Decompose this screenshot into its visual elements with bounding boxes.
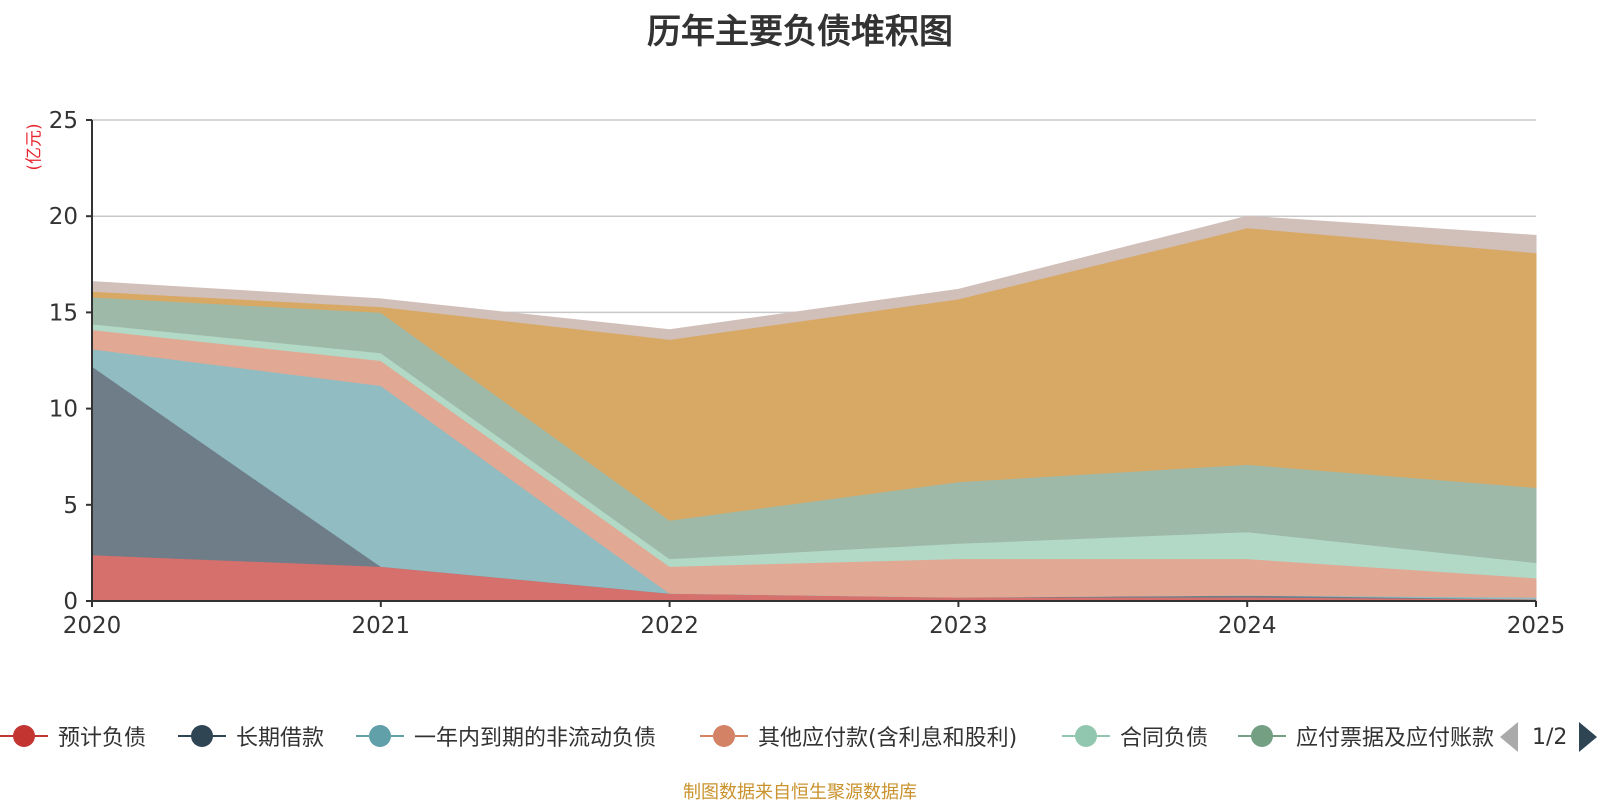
y-tick-label: 25	[49, 108, 78, 134]
legend: 预计负债 长期借款 一年内到期的非流动负债 其他应付款(含利息和股利) 合同负债 应付票据…	[0, 718, 1500, 754]
legend-marker-icon	[178, 724, 226, 748]
y-tick-label: 10	[49, 397, 78, 423]
legend-item[interactable]: 长期借款	[178, 718, 324, 754]
legend-marker-icon	[700, 724, 748, 748]
legend-label: 预计负债	[58, 726, 147, 751]
legend-label: 应付票据及应付账款	[1296, 726, 1495, 751]
legend-pager: 1/2	[1500, 719, 1598, 755]
legend-marker-icon	[356, 724, 404, 748]
legend-marker-icon	[1062, 724, 1110, 748]
x-tick-label: 2023	[929, 613, 988, 639]
x-tick-label: 2020	[63, 613, 122, 639]
area-series-7	[91, 215, 1537, 340]
chart-title: 历年主要负债堆积图	[647, 12, 953, 52]
x-tick-label: 2021	[352, 613, 411, 639]
data-source-note: 制图数据来自恒生聚源数据库	[683, 782, 917, 803]
legend-item[interactable]: 其他应付款(含利息和股利)	[700, 718, 1017, 754]
legend-prev-page-icon[interactable]	[1500, 722, 1518, 752]
legend-marker-icon	[0, 724, 48, 748]
legend-label: 长期借款	[236, 726, 325, 751]
y-tick-label: 0	[63, 589, 78, 615]
legend-item[interactable]: 一年内到期的非流动负债	[356, 718, 656, 754]
legend-next-page-icon[interactable]	[1579, 722, 1598, 752]
area-series-layer	[91, 215, 1537, 602]
legend-page-indicator: 1/2	[1532, 724, 1568, 750]
legend-label: 其他应付款(含利息和股利)	[758, 726, 1018, 751]
x-tick-label: 2022	[640, 613, 699, 639]
x-tick-label: 2024	[1218, 613, 1277, 639]
legend-label: 一年内到期的非流动负债	[414, 726, 657, 751]
y-tick-label: 20	[49, 204, 78, 230]
y-tick-label: 5	[63, 493, 78, 519]
legend-item[interactable]: 合同负债	[1062, 718, 1208, 754]
legend-item[interactable]: 应付票据及应付账款	[1238, 718, 1494, 754]
legend-item[interactable]: 预计负债	[0, 718, 146, 754]
y-tick-label: 15	[49, 300, 78, 326]
x-tick-label: 2025	[1507, 613, 1566, 639]
legend-label: 合同负债	[1120, 726, 1209, 751]
legend-marker-icon	[1238, 724, 1286, 748]
